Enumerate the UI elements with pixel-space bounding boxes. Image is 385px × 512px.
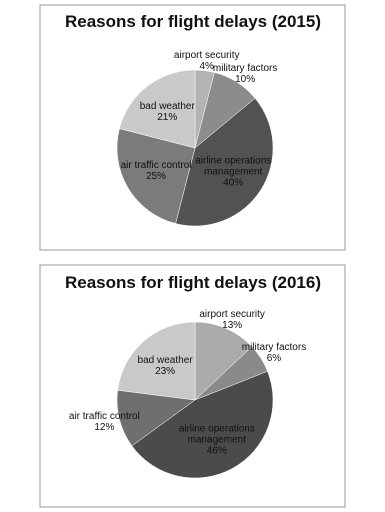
value-label: 40% (223, 177, 244, 189)
pie-slice (194, 321, 253, 401)
pie-slice (117, 321, 196, 401)
value-label: 6% (266, 353, 282, 365)
slice-label: air traffic control 25% (114, 160, 198, 182)
category-label: military factors (241, 342, 307, 354)
slice-label: bad weather 23% (123, 355, 207, 377)
slice-label: military factors 10% (203, 63, 287, 85)
pie-slice (131, 370, 274, 479)
chart-title: Reasons for flight delays (2015) (65, 12, 321, 31)
category-label: air traffic control (120, 160, 192, 172)
pie-slice (119, 69, 196, 149)
slice-label: airport security 4% (165, 50, 249, 72)
pie-slice (175, 97, 274, 227)
value-label: 46% (206, 445, 227, 457)
chart-title: Reasons for flight delays (2016) (65, 273, 321, 292)
category-label: bad weather (139, 101, 195, 113)
slice-label: airline operations management 40% (191, 156, 275, 189)
slice-label: airport security 13% (190, 309, 274, 331)
pie-slice (116, 128, 196, 224)
slice-label: air traffic control 12% (62, 411, 146, 433)
category-label: airline operations management (178, 423, 255, 446)
category-label: air traffic control (68, 410, 140, 422)
slice-label: airline operations management 46% (175, 423, 259, 456)
value-label: 4% (199, 61, 214, 73)
value-label: 10% (235, 74, 256, 86)
category-label: military factors (212, 63, 278, 75)
value-label: 13% (222, 319, 243, 331)
category-label: airport security (173, 50, 240, 62)
value-label: 12% (94, 421, 115, 433)
category-label: airline operations management (195, 155, 272, 178)
value-label: 21% (157, 112, 178, 124)
slice-label: bad weather 21% (125, 101, 209, 123)
category-label: bad weather (137, 355, 193, 367)
value-label: 25% (146, 171, 167, 183)
category-label: airport security (199, 308, 265, 320)
value-label: 23% (155, 366, 176, 378)
slice-label: military factors 6% (232, 342, 316, 364)
